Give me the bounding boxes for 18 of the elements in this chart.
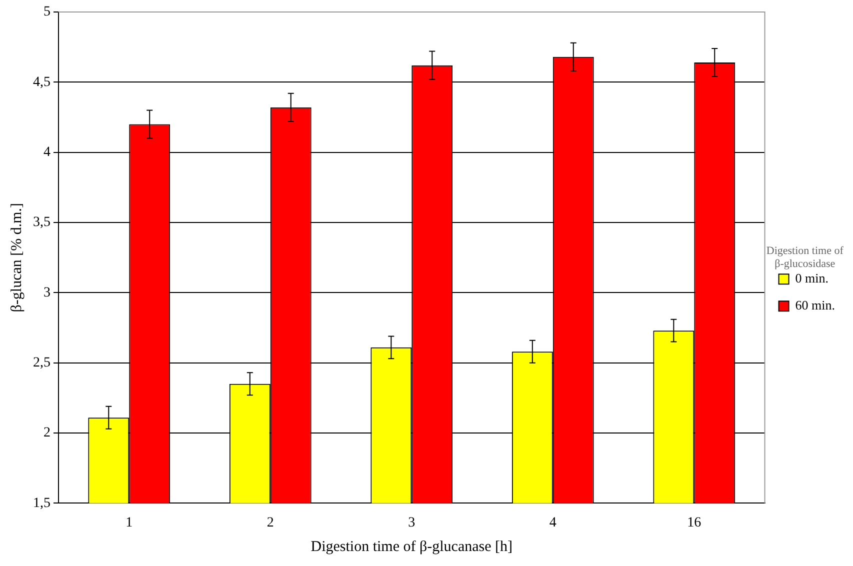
- y-tick-label: 3: [44, 285, 50, 300]
- x-tick-label: 2: [266, 515, 274, 530]
- x-tick-label: 4: [549, 515, 556, 530]
- x-axis-title: Digestion time of β-glucanase [h]: [310, 538, 513, 555]
- x-tick-label: 3: [408, 515, 416, 530]
- y-tick-label: 2: [44, 426, 50, 441]
- x-tick-label: 1: [126, 515, 133, 530]
- legend-label: 60 min.: [795, 298, 836, 313]
- y-tick-label: 5: [44, 4, 50, 20]
- y-tick-label: 3,5: [33, 215, 50, 230]
- y-tick-label: 2,5: [33, 356, 50, 371]
- legend-title: Digestion time of β-glucosidase: [766, 244, 844, 270]
- y-axis-title: β-glucan [% d.m.]: [8, 202, 25, 312]
- legend-label: 0 min.: [795, 270, 829, 286]
- x-tick-label: 16: [687, 515, 702, 530]
- y-tick-label: 4,5: [33, 74, 50, 90]
- y-tick-label: 1,5: [33, 496, 50, 511]
- y-tick-label: 4: [44, 145, 50, 160]
